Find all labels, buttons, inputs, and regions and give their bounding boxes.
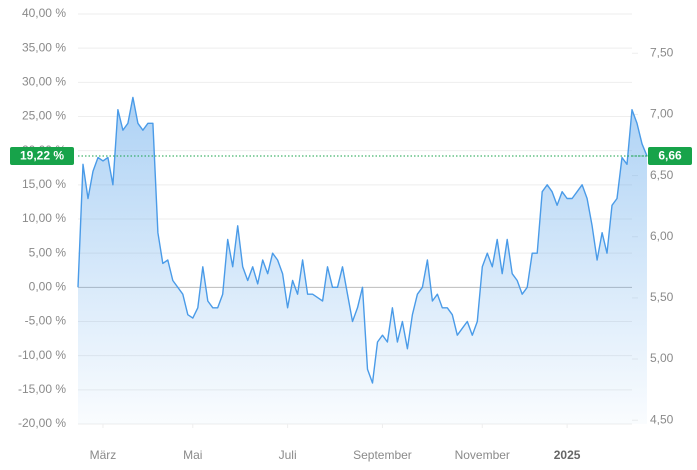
current-badge [10, 146, 74, 165]
y-tick-label: 30,00 % [22, 75, 66, 89]
y-tick-label: -10,00 % [18, 348, 66, 362]
x-tick-label: Mai [183, 448, 202, 462]
x-tick-label: September [353, 448, 412, 462]
y-tick-label: 5,00 % [29, 245, 67, 259]
y2-tick-label: 5,50 [650, 290, 674, 304]
current-label: 19,22 % [20, 149, 64, 163]
area [78, 97, 647, 425]
y2-tick-label: 6,50 [650, 168, 674, 182]
y-tick-label: 40,00 % [22, 6, 66, 20]
y2-tick-label: 6,00 [650, 229, 674, 243]
y-tick-label: -15,00 % [18, 382, 66, 396]
y-tick-label: 35,00 % [22, 40, 66, 54]
y-tick-label: -5,00 % [25, 314, 67, 328]
current-label: 6,66 [658, 149, 682, 163]
y-tick-label: 0,00 % [29, 280, 67, 294]
x-tick-label: 2025 [554, 448, 581, 462]
y-tick-label: 25,00 % [22, 109, 66, 123]
y2-tick-label: 7,50 [650, 45, 674, 59]
y-tick-label: 15,00 % [22, 177, 66, 191]
current-badge [648, 147, 692, 166]
x-tick-label: November [455, 448, 510, 462]
y-tick-label: -20,00 % [18, 416, 66, 430]
y-tick-label: 10,00 % [22, 211, 66, 225]
x-tick-label: März [90, 448, 117, 462]
y2-tick-label: 4,50 [650, 412, 674, 426]
y2-tick-label: 7,00 [650, 107, 674, 121]
line [77, 96, 648, 384]
y2-tick-label: 5,00 [650, 351, 674, 365]
x-tick-label: Juli [279, 448, 297, 462]
